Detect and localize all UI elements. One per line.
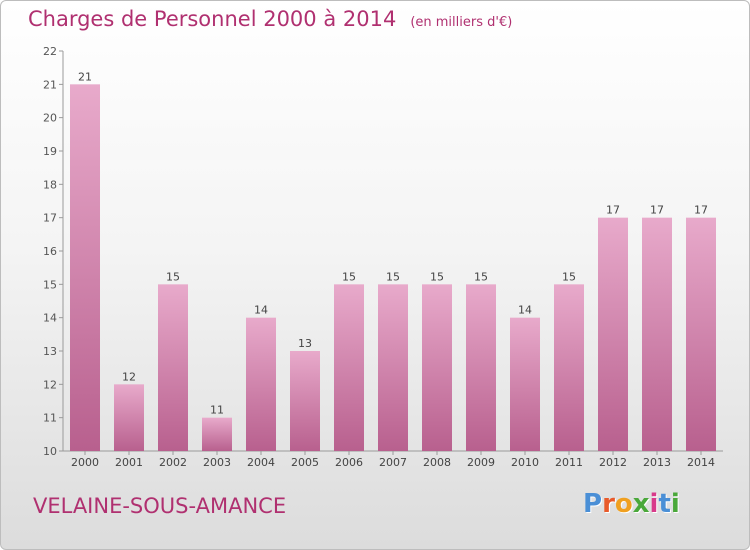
bar-value-label: 15 [166, 270, 180, 283]
bar-2009 [466, 284, 496, 451]
bar-value-label: 15 [562, 270, 576, 283]
y-tick-label: 14 [43, 312, 57, 325]
bar-value-label: 15 [342, 270, 356, 283]
x-tick-label: 2005 [291, 456, 319, 469]
x-tick-label: 2007 [379, 456, 407, 469]
chart-title: Charges de Personnel 2000 à 2014 (en mill… [28, 7, 512, 31]
bar-2008 [422, 284, 452, 451]
y-tick-label: 19 [43, 145, 57, 158]
logo-letter: i [670, 489, 680, 519]
bar-2004 [246, 317, 276, 451]
x-tick-label: 2008 [423, 456, 451, 469]
bar-value-label: 14 [254, 304, 268, 317]
x-axis-ticks: 2000 2001 2002 2003 2004 2005 2006 2007 2008 2009… [71, 451, 715, 469]
logo-letter: x [632, 489, 650, 519]
y-tick-label: 20 [43, 112, 57, 125]
bar-2006 [334, 284, 364, 451]
x-tick-label: 2013 [643, 456, 671, 469]
x-tick-label: 2002 [159, 456, 187, 469]
x-tick-label: 2011 [555, 456, 583, 469]
bar-value-label: 13 [298, 337, 312, 350]
y-axis-ticks: 10 11 12 13 14 15 16 17 18 19 20 21 22 [43, 45, 63, 458]
y-tick-label: 18 [43, 178, 57, 191]
bar-value-label: 14 [518, 304, 532, 317]
x-tick-label: 2006 [335, 456, 363, 469]
logo-letter: P [583, 489, 603, 519]
unit-label: (en milliers d'€) [410, 15, 513, 30]
x-tick-label: 2014 [687, 456, 715, 469]
y-tick-label: 16 [43, 245, 57, 258]
x-tick-label: 2000 [71, 456, 99, 469]
logo-letter: t [658, 489, 671, 519]
y-tick-label: 21 [43, 78, 57, 91]
bar-2003 [202, 417, 232, 451]
bar-value-label: 12 [122, 370, 136, 383]
y-tick-label: 17 [43, 212, 57, 225]
x-tick-label: 2012 [599, 456, 627, 469]
y-tick-label: 11 [43, 412, 57, 425]
logo-letter: o [614, 489, 633, 519]
y-tick-label: 22 [43, 45, 57, 58]
bars-group: 21 12 15 11 14 13 15 15 15 15 14 15 17 17 17 [70, 70, 716, 451]
title-text: Charges de Personnel 2000 à 2014 [28, 7, 397, 31]
bar-value-label: 15 [386, 270, 400, 283]
bar-2011 [554, 284, 584, 451]
bar-2010 [510, 317, 540, 451]
bar-2014 [686, 217, 716, 451]
bar-value-label: 17 [694, 204, 708, 217]
y-tick-label: 12 [43, 378, 57, 391]
y-tick-label: 13 [43, 345, 57, 358]
logo-letter: r [602, 489, 615, 519]
x-tick-label: 2001 [115, 456, 143, 469]
bar-2002 [158, 284, 188, 451]
bar-2000 [70, 84, 100, 451]
logo-letter: i [649, 489, 659, 519]
bar-value-label: 15 [430, 270, 444, 283]
x-tick-label: 2004 [247, 456, 275, 469]
proxiti-logo[interactable]: Proxiti [583, 489, 680, 519]
x-tick-label: 2003 [203, 456, 231, 469]
bar-value-label: 17 [650, 204, 664, 217]
y-tick-label: 10 [43, 445, 57, 458]
y-tick-label: 15 [43, 278, 57, 291]
x-tick-label: 2009 [467, 456, 495, 469]
place-name: VELAINE-SOUS-AMANCE [33, 494, 287, 518]
bar-2012 [598, 217, 628, 451]
bar-2005 [290, 351, 320, 451]
bar-value-label: 15 [474, 270, 488, 283]
bar-2001 [114, 384, 144, 451]
bar-value-label: 17 [606, 204, 620, 217]
bar-2013 [642, 217, 672, 451]
x-tick-label: 2010 [511, 456, 539, 469]
bar-2007 [378, 284, 408, 451]
bar-value-label: 21 [78, 70, 92, 83]
bar-value-label: 11 [210, 404, 224, 417]
